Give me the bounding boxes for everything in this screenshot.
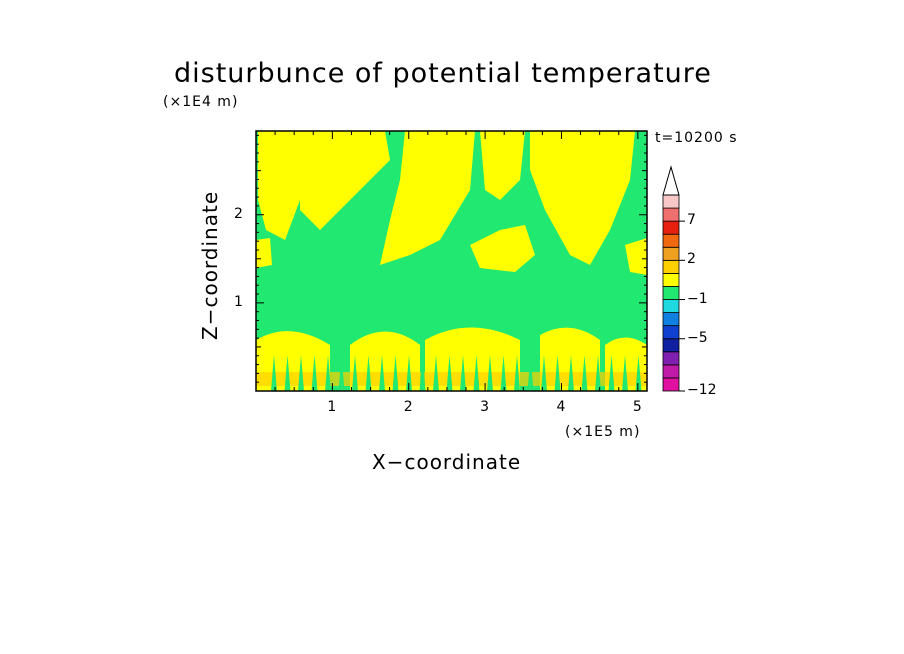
filament-4 (311, 355, 318, 391)
x-tick-label: 5 (632, 399, 642, 415)
filament-6 (338, 355, 345, 391)
filament-3 (298, 355, 304, 391)
y-tick-label: 2 (234, 205, 243, 222)
colorbar-extend-arrow (662, 165, 680, 196)
filament-14 (446, 355, 453, 391)
colorbar-tick-label: 2 (687, 251, 696, 268)
colorbar-segment-12 (662, 233, 680, 248)
warm-lobe-6 (530, 131, 635, 265)
filament-9 (379, 355, 385, 391)
colorbar-segment-15 (662, 194, 680, 209)
chart-title: disturbunce of potential temperature (174, 58, 712, 89)
colorbar-tick-label: −12 (687, 382, 717, 398)
filament-15 (460, 355, 466, 391)
heatmap-field (256, 131, 647, 391)
colorbar-segment-11 (662, 246, 680, 261)
filament-26 (608, 355, 615, 391)
warm-lobe-8 (625, 238, 647, 275)
filament-27 (622, 355, 628, 391)
filament-28 (635, 355, 642, 391)
colorbar-segment-4 (662, 338, 680, 353)
x-tick-label: 4 (556, 399, 566, 415)
filament-5 (325, 355, 331, 391)
y-axis-label: Z−coordinate (198, 190, 222, 340)
warm-lobe-2 (300, 131, 390, 230)
warm-lobe-5 (470, 225, 535, 272)
warm-lobe-3 (380, 131, 475, 265)
filament-10 (392, 355, 399, 391)
colorbar-tick-label: −5 (687, 329, 708, 346)
filament-12 (419, 355, 426, 391)
warm-lobe-1 (258, 131, 300, 240)
filament-17 (487, 355, 493, 391)
filament-22 (554, 355, 561, 391)
filament-24 (581, 355, 588, 391)
colorbar-segment-13 (662, 220, 680, 235)
x-tick-label: 3 (480, 399, 490, 415)
colorbar-tick-label: 7 (687, 212, 696, 229)
x-tick-label: 2 (403, 399, 413, 415)
filament-2 (284, 355, 291, 391)
colorbar-segment-3 (662, 351, 680, 366)
filament-8 (365, 355, 372, 391)
filament-1 (271, 355, 277, 391)
filament-7 (352, 355, 358, 391)
filament-13 (433, 355, 439, 391)
colorbar-segment-1 (662, 377, 680, 392)
warm-lobe-4 (480, 131, 525, 200)
filament-20 (527, 355, 534, 391)
colorbar-segment-6 (662, 312, 680, 327)
filament-23 (568, 355, 574, 391)
x-axis-label: X−coordinate (372, 450, 522, 474)
filament-11 (406, 355, 412, 391)
plot-frame (255, 130, 648, 392)
warm-lobe-7 (256, 238, 272, 268)
x-unit-label: (×1E5 m) (565, 424, 641, 440)
time-label: t=10200 s (655, 130, 738, 146)
filament-21 (541, 355, 547, 391)
colorbar-segment-2 (662, 364, 680, 379)
colorbar-tick-label: −1 (687, 290, 708, 307)
filament-19 (514, 355, 520, 391)
y-unit-label: (×1E4 m) (163, 94, 239, 110)
colorbar-segment-8 (662, 286, 680, 300)
colorbar-segment-5 (662, 325, 680, 340)
filament-16 (473, 355, 480, 391)
filament-25 (595, 355, 601, 391)
colorbar-segment-14 (662, 207, 680, 222)
colorbar-segment-10 (662, 259, 680, 274)
colorbar-segment-9 (662, 272, 680, 287)
colorbar-segment-7 (662, 299, 680, 313)
filament-18 (500, 355, 507, 391)
y-tick-label: 1 (234, 293, 243, 310)
x-tick-label: 1 (327, 399, 337, 415)
